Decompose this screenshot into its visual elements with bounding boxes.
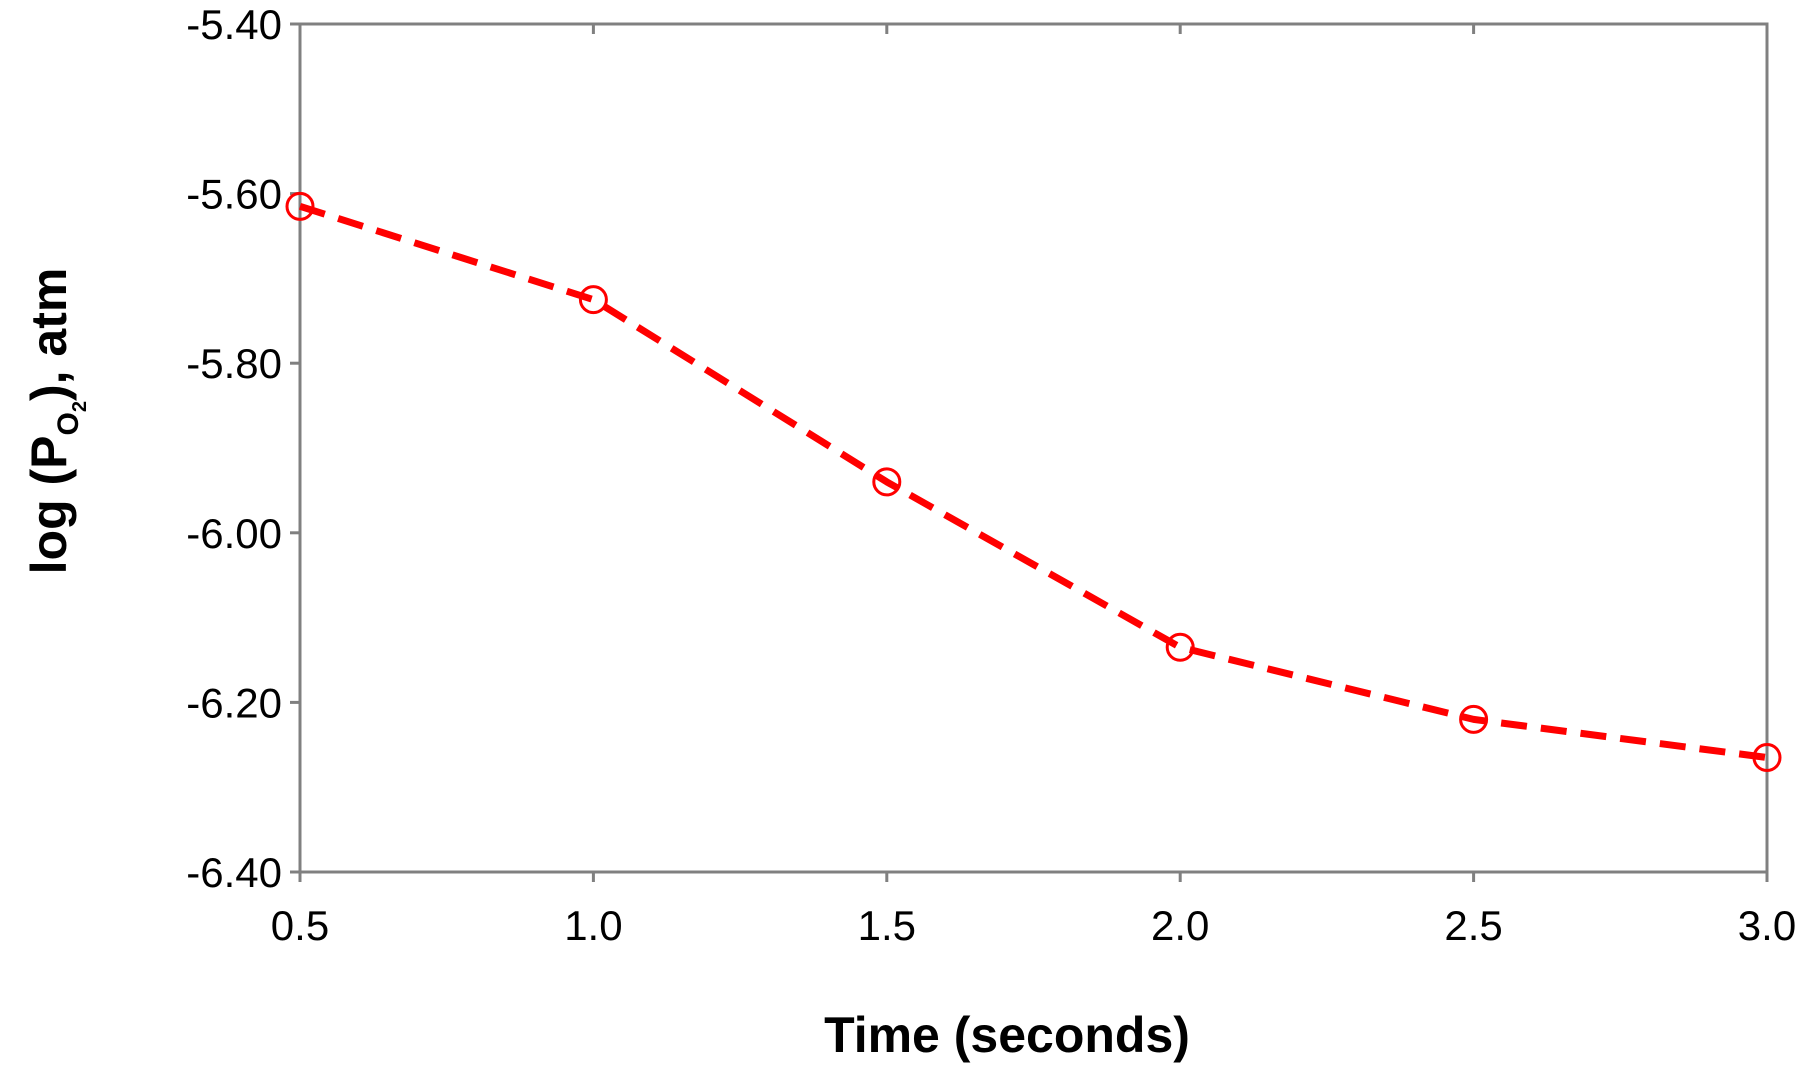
y-axis-title-subsubscript: 2: [69, 401, 91, 412]
data-point: [285, 191, 315, 221]
y-tick-label: -6.00: [186, 510, 282, 557]
y-axis-title: log (PO2), atm: [21, 268, 91, 575]
data-point: [1165, 632, 1195, 662]
series-layer: [285, 191, 1782, 773]
x-tick-label: 2.5: [1444, 902, 1502, 949]
y-axis-title-suffix: ), atm: [21, 268, 77, 401]
x-axis-title: Time (seconds): [824, 1007, 1190, 1063]
data-point: [1752, 743, 1782, 773]
series-line: [298, 202, 1768, 761]
data-point: [872, 467, 902, 497]
y-tick-label: -5.40: [186, 1, 282, 48]
x-tick-label: 3.0: [1738, 902, 1796, 949]
y-tick-label: -6.40: [186, 849, 282, 896]
y-axis-title-subscript: O: [52, 412, 85, 435]
y-axis-ticks: -5.40 -5.60 -5.80 -6.00 -6.20 -6.40: [186, 1, 300, 896]
x-tick-label: 0.5: [271, 902, 329, 949]
y-tick-label: -6.20: [186, 679, 282, 726]
x-axis-ticks: 0.5 1.0 1.5 2.0 2.5 3.0: [271, 24, 1796, 949]
x-tick-label: 1.5: [858, 902, 916, 949]
plot-area-border: [298, 22, 1769, 874]
y-tick-label: -5.80: [186, 340, 282, 387]
x-tick-label: 2.0: [1151, 902, 1209, 949]
plot-frame: [298, 22, 1769, 874]
data-point: [1459, 704, 1489, 734]
x-tick-label: 1.0: [564, 902, 622, 949]
data-point: [578, 285, 608, 315]
y-tick-label: -5.60: [186, 171, 282, 218]
y-axis-title-prefix: log (P: [21, 435, 77, 574]
